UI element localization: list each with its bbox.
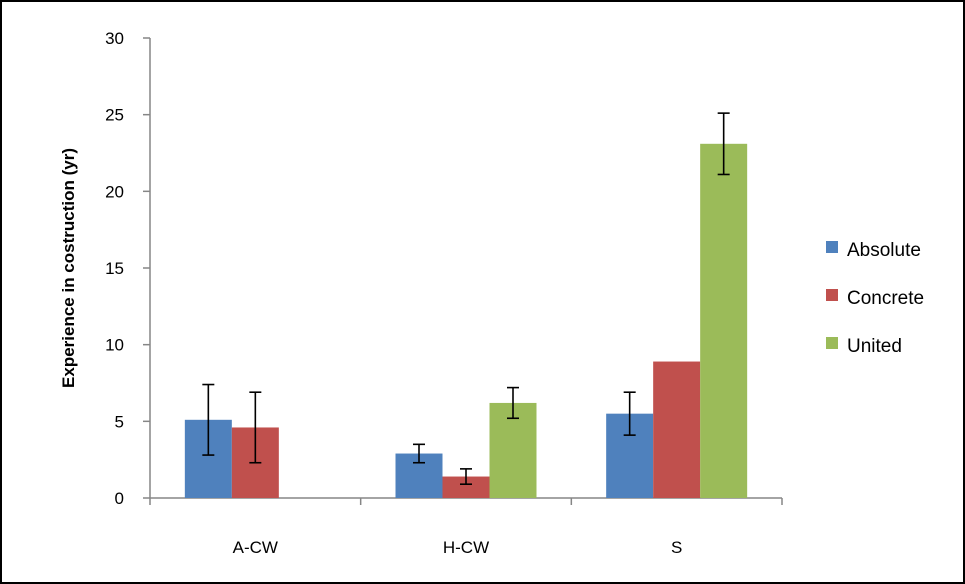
y-axis-title: Experience in costruction (yr) bbox=[59, 148, 78, 388]
y-tick-label: 30 bbox=[105, 29, 124, 48]
bar bbox=[442, 476, 490, 498]
y-tick-label: 10 bbox=[105, 336, 124, 355]
legend-label: Absolute bbox=[847, 240, 921, 261]
y-tick-label: 0 bbox=[115, 489, 124, 508]
legend-label: Concrete bbox=[847, 288, 924, 309]
y-tick-label: 15 bbox=[105, 259, 124, 278]
legend-swatch bbox=[826, 241, 838, 253]
x-tick-label: H-CW bbox=[443, 538, 489, 557]
bar bbox=[700, 143, 748, 499]
legend-label: United bbox=[847, 336, 902, 357]
y-tick-label: 20 bbox=[105, 182, 124, 201]
error-bars bbox=[202, 112, 730, 486]
bars bbox=[184, 143, 748, 499]
legend-swatch bbox=[826, 289, 838, 301]
bar bbox=[653, 361, 701, 498]
x-tick-label: A-CW bbox=[233, 538, 278, 557]
legend: Absolute Concrete United bbox=[826, 240, 924, 357]
legend-swatch bbox=[826, 337, 838, 349]
y-tick-label: 5 bbox=[115, 412, 124, 431]
x-tick-label: S bbox=[671, 538, 682, 557]
y-tick-label: 25 bbox=[105, 106, 124, 125]
